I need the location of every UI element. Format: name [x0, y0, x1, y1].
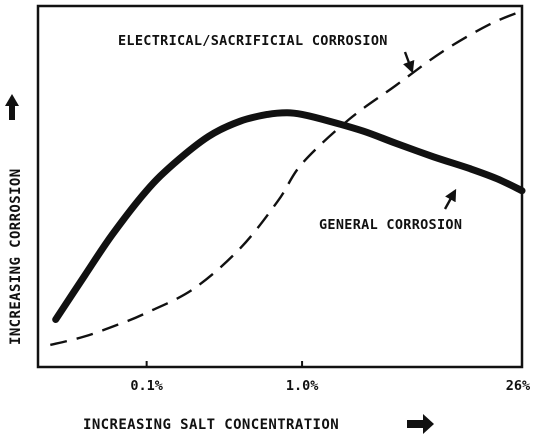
electrical-corrosion-line	[50, 9, 523, 347]
annotation-general-pointer	[443, 188, 457, 210]
annotation-electrical-pointer	[403, 51, 415, 74]
x-tick-label: 26%	[506, 378, 531, 394]
right-arrow-icon	[407, 414, 434, 434]
plot-frame	[36, 4, 524, 369]
x-tick-label: 1.0%	[286, 378, 319, 394]
y-axis-label: INCREASING CORROSION	[8, 168, 24, 345]
up-arrow-icon	[5, 94, 19, 120]
x-tick-label: 0.1%	[130, 378, 163, 394]
x-axis-ticks: 0.1% 1.0% 26%	[130, 361, 531, 394]
annotation-electrical: ELECTRICAL/SACRIFICIAL CORROSION	[118, 33, 388, 49]
general-corrosion-line	[52, 109, 526, 323]
annotation-general: GENERAL CORROSION	[319, 217, 462, 233]
x-axis-label: INCREASING SALT CONCENTRATION	[83, 417, 339, 433]
